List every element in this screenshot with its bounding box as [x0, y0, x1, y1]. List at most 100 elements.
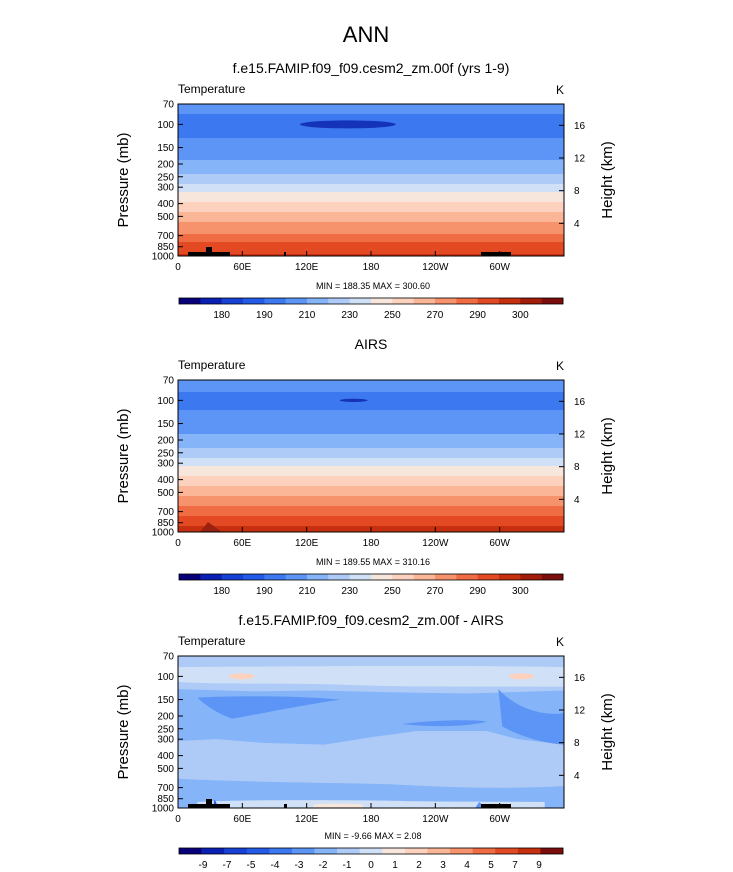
- y2-tick-label: 12: [574, 430, 586, 441]
- topography: [206, 247, 212, 253]
- contour-band: [178, 158, 564, 161]
- topography: [481, 252, 511, 256]
- y-tick-label: 700: [157, 231, 174, 242]
- contour-band: [178, 152, 564, 155]
- y-tick-label: 250: [157, 448, 174, 459]
- contour-band: [178, 154, 564, 157]
- contour-band: [178, 426, 564, 429]
- right-label: K: [556, 359, 564, 373]
- panel-title: AIRS: [355, 336, 388, 352]
- colorbar: -9 -7 -5 -4 -3 -2 -1 0 1 2 3 4 5 7 9: [178, 847, 564, 871]
- contour-band: [178, 460, 564, 463]
- colorbar-box: [359, 848, 383, 854]
- colorbar-label: 250: [384, 310, 401, 321]
- page-title: ANN: [343, 22, 389, 47]
- colorbar-box: [456, 298, 478, 304]
- contour-band: [178, 162, 564, 165]
- colorbar-box: [517, 848, 541, 854]
- contour-band: [178, 244, 564, 247]
- colorbar-box: [328, 574, 350, 580]
- y-tick-label: 150: [157, 419, 174, 430]
- colorbar-label: 2: [416, 860, 422, 871]
- y-tick-label: 150: [157, 143, 174, 154]
- contour-band: [498, 689, 564, 745]
- y-tick-label: 500: [157, 488, 174, 499]
- y-axis-label: Pressure (mb): [115, 408, 132, 503]
- colorbar-box: [435, 574, 457, 580]
- colorbar-box: [477, 298, 500, 304]
- x-tick-label: 180: [363, 814, 380, 825]
- y-tick-label: 100: [157, 396, 174, 407]
- colorbar-frame: [178, 297, 564, 305]
- x-tick-label: 60E: [233, 262, 251, 273]
- y-axis-label: Pressure (mb): [115, 684, 132, 779]
- contour-band: [178, 480, 564, 483]
- contour-band: [178, 168, 564, 171]
- stats-text: MIN = -9.66 MAX = 2.08: [324, 831, 421, 841]
- contour-band: [178, 434, 564, 437]
- x-tick-label: 120W: [422, 262, 449, 273]
- contour-band: [178, 520, 564, 523]
- contour-band: [178, 418, 564, 421]
- contour-band: [178, 234, 564, 237]
- colorbar-box: [200, 574, 222, 580]
- contour-band: [178, 408, 564, 411]
- colorbar-label: 5: [488, 860, 494, 871]
- colorbar-label: -1: [343, 860, 352, 871]
- colorbar-label: 9: [536, 860, 542, 871]
- colorbar-label: -4: [271, 860, 280, 871]
- topography: [188, 804, 230, 808]
- x-tick-label: 180: [363, 262, 380, 273]
- contour-band: [178, 224, 564, 227]
- contour-band: [178, 110, 564, 113]
- colorbar-box: [264, 574, 286, 580]
- y-tick-label: 700: [157, 507, 174, 518]
- contour-fill: [178, 656, 564, 808]
- y-tick-label: 150: [157, 695, 174, 706]
- contour-band: [178, 512, 564, 515]
- colorbar-box: [328, 298, 350, 304]
- colorbar-label: -7: [223, 860, 232, 871]
- contour-band: [401, 720, 487, 727]
- contour-band: [178, 452, 564, 455]
- colorbar-box: [540, 848, 564, 854]
- y-tick-label: 200: [157, 160, 174, 171]
- contour-band: [178, 446, 564, 449]
- colorbar-box: [477, 574, 500, 580]
- contour-band: [178, 210, 564, 213]
- panel-difference: f.e15.FAMIP.f09_f09.cesm2_zm.00f - AIRS …: [115, 612, 616, 871]
- contour-band: [178, 522, 564, 525]
- contour-band: [178, 484, 564, 487]
- contour-band: [178, 656, 564, 668]
- contour-band: [178, 424, 564, 427]
- contour-band: [178, 390, 564, 393]
- contour-band: [178, 208, 564, 211]
- panel-airs: AIRS Temperature K 701001502002503004005…: [115, 336, 616, 597]
- contour-band: [178, 238, 564, 241]
- warm-anomaly: [228, 673, 255, 680]
- y-tick-label: 500: [157, 764, 174, 775]
- contour-band: [178, 508, 564, 511]
- contour-band: [178, 488, 564, 491]
- y-tick-label: 500: [157, 212, 174, 223]
- warm-anomaly: [508, 673, 535, 680]
- panel-title: f.e15.FAMIP.f09_f09.cesm2_zm.00f - AIRS: [238, 612, 503, 628]
- feature-layer: [188, 799, 511, 808]
- colorbar-box: [243, 298, 265, 304]
- contour-band: [178, 450, 564, 453]
- contour-band: [178, 486, 564, 489]
- contour-band: [178, 416, 564, 419]
- colorbar-label: -5: [247, 860, 256, 871]
- topography: [284, 804, 287, 808]
- longitude-axis: 0 60E 120E 180 120W 60W: [175, 803, 511, 825]
- x-tick-label: 120W: [422, 538, 449, 549]
- colorbar-box: [499, 574, 521, 580]
- contour-band: [178, 200, 564, 203]
- cold-anomaly: [299, 120, 396, 129]
- contour-band: [178, 170, 564, 173]
- contour-band: [178, 492, 564, 495]
- contour-band: [178, 190, 564, 193]
- contour-band: [178, 108, 564, 111]
- contour-band: [178, 516, 564, 519]
